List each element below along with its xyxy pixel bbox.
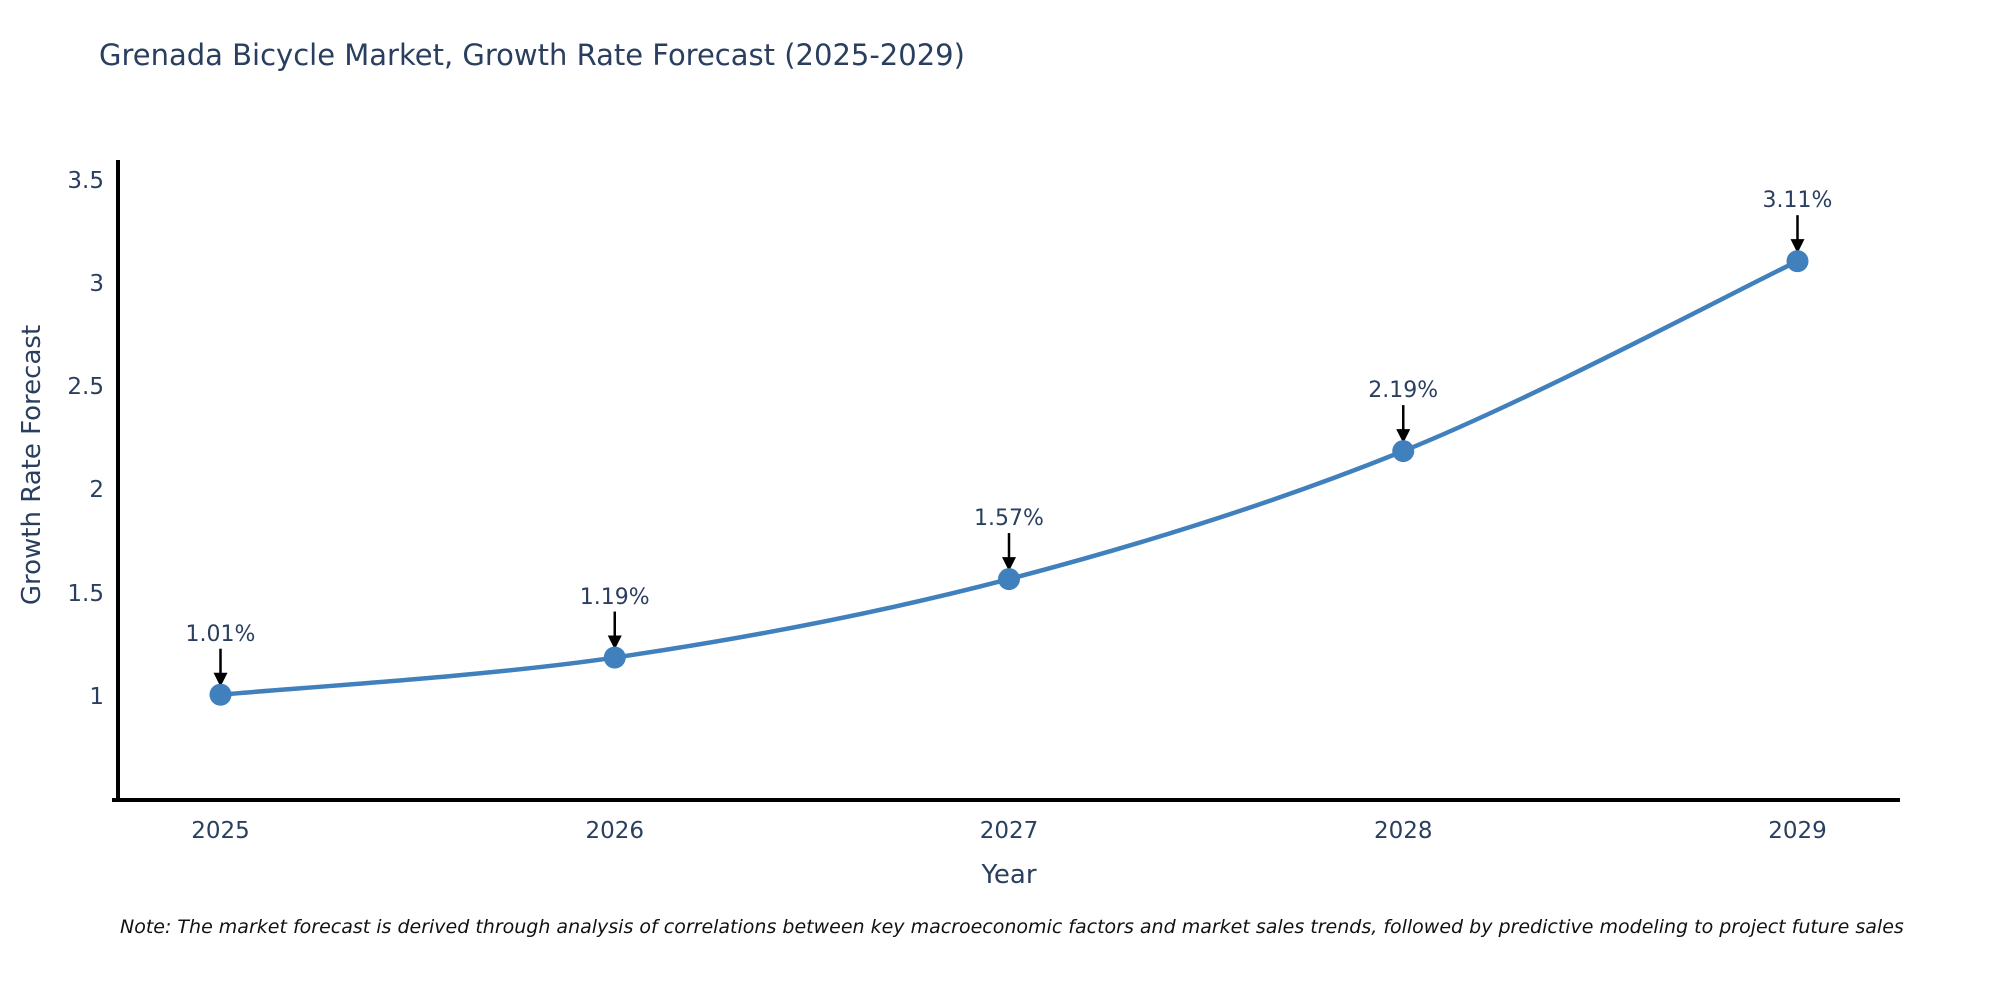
y-tick-label: 1 [89,683,104,710]
data-point-label: 3.11% [1762,188,1833,214]
data-point-marker[interactable] [1392,440,1415,463]
annotation-arrowhead-icon [1002,557,1016,572]
y-tick-label: 1.5 [67,580,104,607]
x-tick-label: 2028 [1373,818,1433,844]
y-tick-label: 2.5 [67,374,104,401]
x-tick-label: 2029 [1768,818,1827,844]
x-tick-label: 2027 [979,818,1039,844]
x-tick-label: 2026 [585,818,645,844]
y-tick-label: 3.5 [67,167,104,194]
data-point-marker[interactable] [998,568,1020,591]
x-tick-label: 2025 [191,818,250,844]
x-axis-title: Year [981,860,1037,890]
annotation-arrowhead-icon [1790,239,1805,254]
data-point-label: 1.01% [185,621,256,647]
data-point-marker[interactable] [603,646,626,669]
data-point-label: 2.19% [1368,378,1439,404]
forecast-line [218,258,1800,697]
data-point-marker[interactable] [1786,250,1809,273]
chart-footnote: Note: The market forecast is derived thr… [120,916,1904,938]
y-tick-label: 3 [89,270,104,297]
annotation-arrowhead-icon [213,672,228,687]
data-point-label: 1.57% [974,506,1044,532]
y-tick-label: 2 [89,477,104,504]
annotation-arrowhead-icon [1396,429,1411,444]
chart-title: Grenada Bicycle Market, Growth Rate Fore… [99,38,965,72]
data-point-label: 1.19% [579,584,650,610]
annotation-arrowhead-icon [607,635,622,650]
data-point-marker[interactable] [209,683,232,706]
